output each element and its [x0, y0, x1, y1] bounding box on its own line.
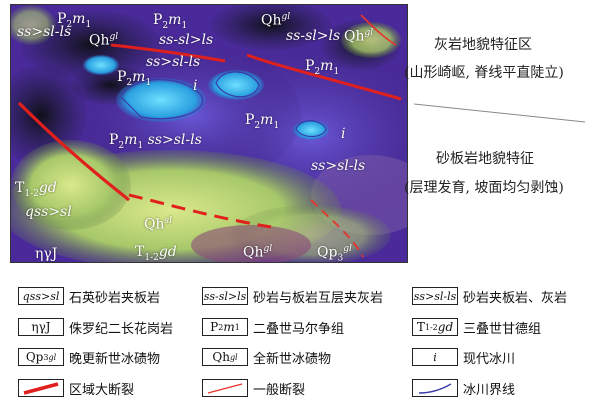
label-p2m1-a: P2m1 — [57, 11, 92, 30]
legend-eta-gamma-j: ηγJ 侏罗纪二长花岗岩 — [18, 316, 173, 338]
legend-t12gd: T 1-2 gd 三叠世甘德组 — [412, 316, 541, 338]
legend-label-ss-sl-ls-2: 砂岩夹板岩、灰岩 — [463, 290, 568, 306]
legend-general-fault: 一般断裂 — [202, 377, 305, 399]
label-qhgl-a: Qhgl — [89, 32, 119, 49]
legend-modern-glacier: i 现代冰川 — [412, 346, 515, 368]
legend-label-p2m1: 二叠世马尔争组 — [253, 321, 345, 337]
label-qss-sl: qss>sl — [25, 204, 72, 220]
regional-fault-icon — [18, 379, 64, 397]
regional-fault-4 — [128, 193, 272, 229]
slate-zone-desc: (层理发育, 坡面均匀剥蚀) — [404, 180, 564, 196]
glacier-boundary-3 — [295, 120, 327, 138]
label-p2m1-ss: P2m1 ss>sl-ls — [109, 132, 202, 151]
label-t12gd-b: T1-2gd — [135, 244, 177, 263]
label-ss-sl-ls-b: ss-sl>ls — [159, 32, 214, 48]
label-p2m1-c: P2m1 — [305, 58, 340, 77]
label-qhgl-d: Qhgl — [243, 244, 273, 261]
label-p2m1-b: P2m1 — [153, 12, 188, 31]
regional-fault-1 — [17, 101, 130, 202]
legend-swatch-ss-sl-ls: ss-sl>ls — [202, 287, 248, 305]
legend-label-qhgl: 全新世冰碛物 — [253, 351, 332, 367]
legend-label-t12gd: 三叠世甘德组 — [463, 321, 542, 337]
legend-label-regional-fault: 区域大断裂 — [69, 382, 135, 398]
legend-label-glacier-boundary: 冰川界线 — [463, 382, 516, 398]
legend-swatch-qss-sl: qss>sl — [18, 287, 64, 305]
legend-swatch-ss-sl-ls-2: ss>sl-ls — [412, 287, 458, 305]
legend-label-general-fault: 一般断裂 — [253, 382, 306, 398]
legend-swatch-t12gd: T 1-2 gd — [412, 318, 458, 336]
label-p2m1-d: P2m1 — [117, 69, 152, 88]
general-fault-icon — [202, 379, 248, 397]
legend-qp3gl: Qp 3 gl 晚更新世冰碛物 — [18, 346, 160, 368]
glacier-boundary-1 — [120, 78, 204, 120]
legend-swatch-eta-gamma-j: ηγJ — [18, 318, 64, 336]
label-ss-sl-ls-e: ss>sl-ls — [311, 158, 366, 174]
label-ss-sl-ls-d: ss>sl-ls — [146, 54, 201, 70]
label-qp3gl: Qp3gl — [317, 244, 352, 263]
slate-zone-title: 砂板岩地貌特征 — [436, 151, 534, 167]
label-eta-gamma-j: ηγJ — [35, 246, 58, 262]
geological-map: P2m1 ss>sl-ls Qhgl P2m1 ss-sl>ls Qhgl ss… — [10, 4, 408, 263]
legend-regional-fault: 区域大断裂 — [18, 377, 134, 399]
legend-ss-sl-ls: ss-sl>ls 砂岩与板岩互层夹灰岩 — [202, 285, 383, 307]
legend-qhgl: Qh gl 全新世冰碛物 — [202, 346, 331, 368]
label-qhsl-a: Qhsl — [144, 216, 172, 233]
general-fault-2 — [360, 14, 397, 46]
legend-ss-sl-ls-2: ss>sl-ls 砂岩夹板岩、灰岩 — [412, 285, 567, 307]
legend-label-qp3gl: 晚更新世冰碛物 — [69, 351, 161, 367]
limestone-zone-title: 灰岩地貌特征区 — [434, 37, 532, 53]
legend-swatch-qhgl: Qh gl — [202, 348, 248, 366]
legend-label-qss-sl: 石英砂岩夹板岩 — [69, 290, 161, 306]
general-fault-1 — [310, 199, 364, 258]
label-p2m1-f: P2m1 — [245, 112, 280, 131]
legend-swatch-qp3gl: Qp 3 gl — [18, 348, 64, 366]
label-t12gd-a: T1-2gd — [15, 180, 57, 199]
label-i-a: i — [193, 78, 198, 94]
legend-label-eta-gamma-j: 侏罗纪二长花岗岩 — [69, 321, 174, 337]
label-ss-sl-ls-a: ss>sl-ls — [17, 24, 72, 40]
label-qhgl-c: Qhgl — [344, 28, 374, 45]
label-ss-sl-ls-c: ss-sl>ls — [286, 28, 341, 44]
label-qhgl-b: Qhgl — [261, 12, 291, 29]
glacier-boundary-2 — [215, 71, 260, 98]
label-i-b: i — [341, 126, 346, 142]
regional-fault-2 — [110, 43, 226, 63]
regional-fault-3 — [246, 53, 402, 101]
limestone-zone-desc: (山形崎岖, 脊线平直陡立) — [404, 65, 564, 81]
legend-label-ss-sl-ls: 砂岩与板岩互层夹灰岩 — [253, 290, 384, 306]
legend-glacier-boundary: 冰川界线 — [412, 377, 515, 399]
glacier-boundary-icon — [412, 379, 458, 397]
legend-qss-sl: qss>sl 石英砂岩夹板岩 — [18, 285, 160, 307]
legend-label-modern-glacier: 现代冰川 — [463, 351, 516, 367]
map-terrain — [11, 5, 407, 262]
legend-swatch-i: i — [412, 348, 458, 366]
